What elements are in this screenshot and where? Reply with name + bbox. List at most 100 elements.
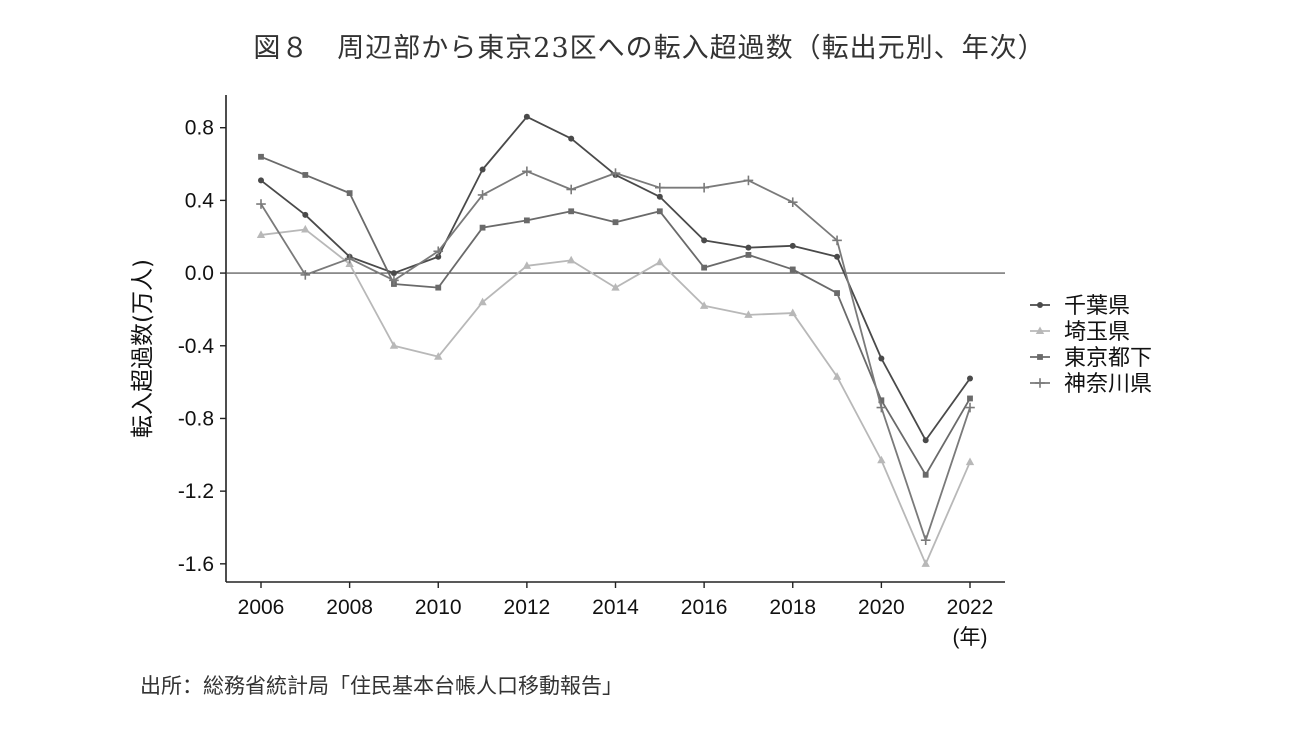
x-tick-label: 2020 <box>858 596 905 619</box>
data-point <box>477 190 488 200</box>
data-point <box>834 290 840 296</box>
data-point <box>832 235 842 246</box>
legend-marker <box>1035 378 1045 388</box>
legend-marker <box>1035 326 1045 335</box>
data-point <box>656 208 663 215</box>
data-point <box>390 270 397 277</box>
data-point <box>788 308 797 317</box>
data-point <box>834 253 841 260</box>
series-2 <box>258 153 973 478</box>
y-tick-label: -0.4 <box>178 335 215 358</box>
data-point <box>389 275 399 286</box>
x-tick-label: 2008 <box>326 596 373 619</box>
data-point <box>435 253 442 260</box>
data-point <box>744 310 753 318</box>
data-point <box>965 402 975 413</box>
data-point <box>877 455 886 464</box>
x-tick-label: 2012 <box>504 596 551 619</box>
chart-series <box>256 113 975 567</box>
series-line <box>260 228 971 565</box>
data-point <box>922 471 929 478</box>
x-tick-label: 2006 <box>238 596 285 619</box>
data-point <box>701 237 708 244</box>
data-point <box>258 177 264 184</box>
data-point <box>745 252 752 258</box>
data-point <box>922 437 929 444</box>
legend-marker <box>1037 302 1043 308</box>
x-tick-label: 2016 <box>681 596 728 619</box>
data-point <box>920 535 931 546</box>
data-point <box>300 270 311 280</box>
data-point <box>566 184 576 195</box>
data-point <box>346 190 353 197</box>
legend-label: 神奈川県 <box>1064 372 1152 397</box>
data-point <box>701 264 708 271</box>
data-point <box>389 341 399 349</box>
legend-label: 東京都下 <box>1064 346 1152 371</box>
data-point <box>568 208 575 215</box>
legend-marker <box>1037 354 1043 360</box>
data-point <box>967 395 973 402</box>
data-point <box>567 255 576 264</box>
y-tick-label: 0.8 <box>185 117 214 140</box>
legend-label: 埼玉県 <box>1064 320 1130 345</box>
data-point <box>479 224 486 231</box>
legend-item: 埼玉県 <box>1030 320 1130 345</box>
x-tick-label: 2018 <box>769 596 816 619</box>
legend-item: 神奈川県 <box>1030 372 1152 397</box>
x-axis-label: (年) <box>953 626 988 649</box>
y-tick-label: 0.4 <box>185 189 215 212</box>
data-point <box>612 219 619 226</box>
data-point <box>787 197 798 208</box>
data-point <box>301 224 310 233</box>
data-point <box>921 559 930 567</box>
data-point <box>478 297 487 306</box>
x-tick-label: 2010 <box>415 596 462 619</box>
data-point <box>433 246 444 257</box>
data-point <box>832 372 842 380</box>
y-tick-label: -1.6 <box>178 553 214 576</box>
x-tick-label: 2022 <box>947 596 994 619</box>
data-point <box>656 193 663 200</box>
data-point <box>256 230 266 238</box>
data-point <box>789 242 796 249</box>
chart-axes: 0.8 0.4 0.0 -0.4 -0.8 -1.2 -1.6 2006 2008 2010 201… <box>130 95 1005 649</box>
source-note: 出所：総務省統計局「住民基本台帳人口移動報告」 <box>140 674 623 698</box>
data-point <box>523 113 530 120</box>
data-point <box>611 283 620 291</box>
data-point <box>789 266 796 273</box>
data-point <box>523 217 530 224</box>
data-point <box>522 261 532 269</box>
series-0 <box>258 113 973 444</box>
series-1 <box>256 224 975 567</box>
legend-item: 東京都下 <box>1030 346 1152 371</box>
data-point <box>965 457 975 466</box>
data-point <box>655 182 665 193</box>
data-point <box>256 199 266 209</box>
y-axis-label: 転入超過数(万人) <box>130 259 156 438</box>
data-point <box>479 166 486 173</box>
series-line <box>260 115 971 442</box>
data-point <box>699 182 709 193</box>
x-tick-label: 2014 <box>592 596 639 619</box>
data-point <box>610 168 621 178</box>
data-point <box>699 301 709 309</box>
figure-title: 図８ 周辺部から東京23区への転入超過数（転出元別、年次） <box>253 33 1046 64</box>
data-point <box>655 257 664 266</box>
data-point <box>876 402 887 413</box>
data-point <box>967 375 973 382</box>
data-point <box>434 352 443 360</box>
legend-item: 千葉県 <box>1030 294 1130 319</box>
series-3 <box>256 166 975 546</box>
data-point <box>743 175 754 186</box>
data-point <box>302 211 309 218</box>
data-point <box>522 166 532 177</box>
y-tick-label: -0.8 <box>178 407 214 430</box>
data-point <box>435 284 442 291</box>
y-tick-label: -1.2 <box>178 480 214 503</box>
data-point <box>878 397 885 404</box>
data-point <box>745 244 752 251</box>
legend-label: 千葉県 <box>1064 294 1130 319</box>
